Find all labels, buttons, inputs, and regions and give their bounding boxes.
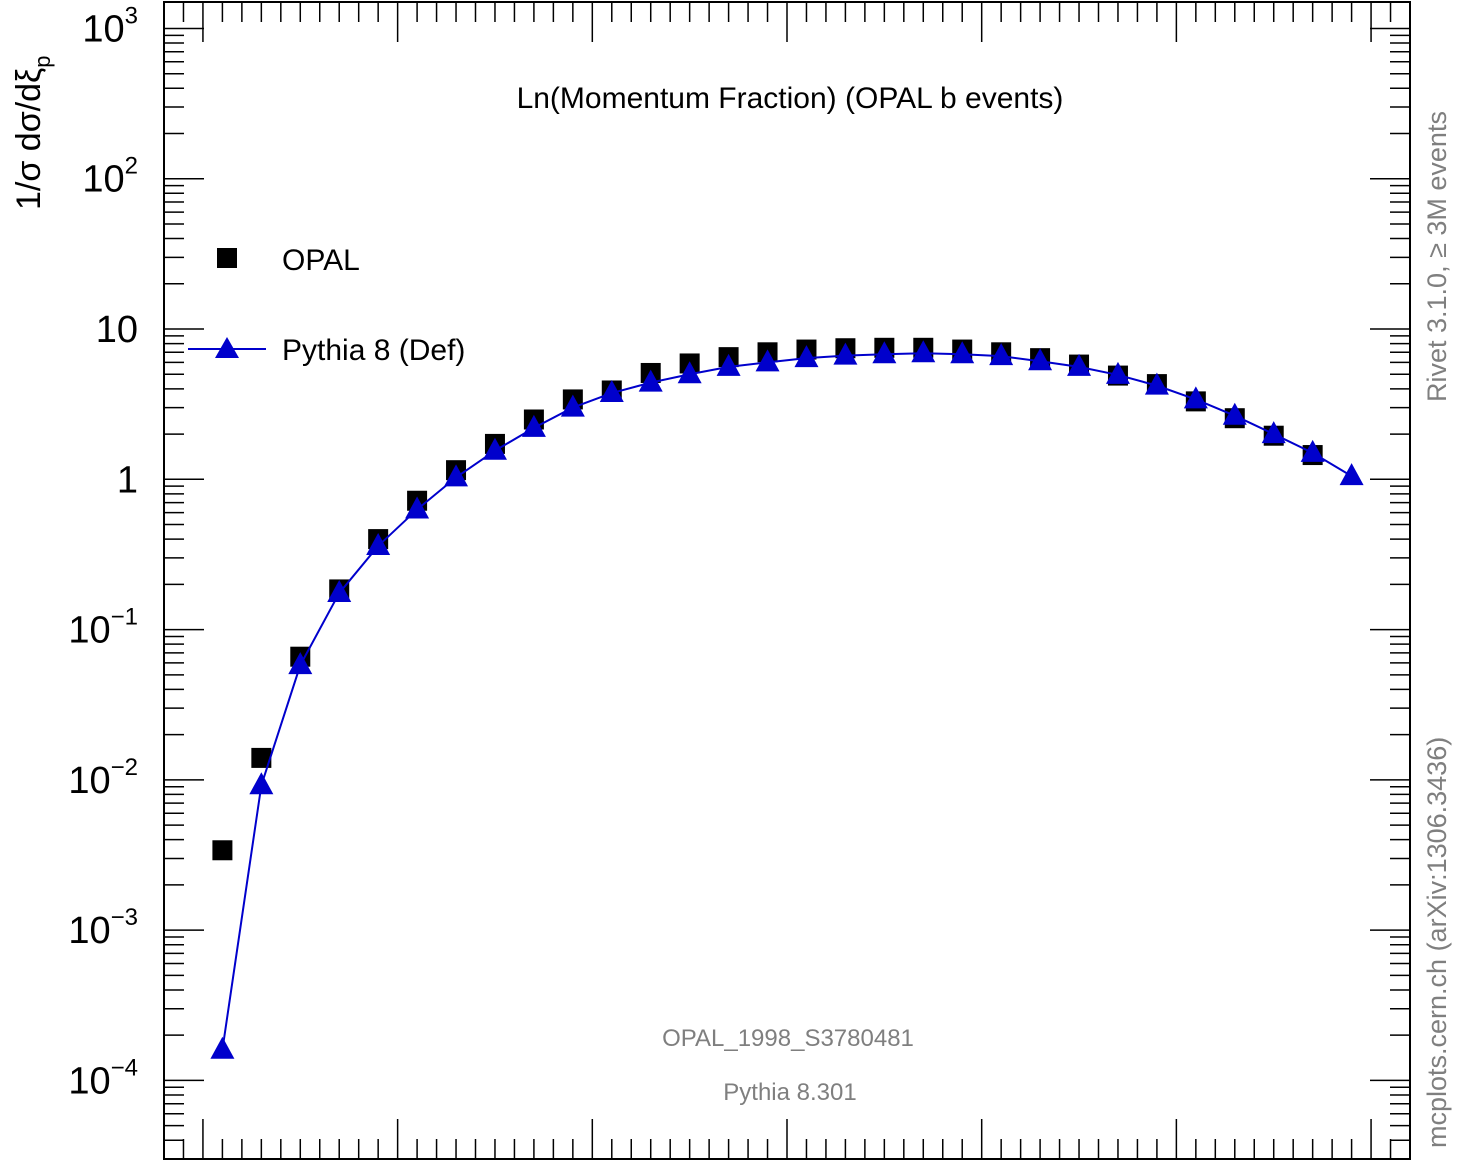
y-tick-label: 102 [82,153,138,201]
data-point-pythia [1300,439,1325,462]
generator-label: Pythia 8.301 [723,1079,856,1106]
data-point-pythia [1067,353,1092,376]
legend-marker-opal [217,248,237,268]
data-point-pythia [521,414,546,437]
rivet-version-label: Rivet 3.1.0, ≥ 3M events [1422,111,1452,402]
y-tick-label-exponent: 3 [125,2,138,29]
y-tick-label-base: 10 [68,1060,110,1102]
data-point-pythia [210,1036,235,1059]
analysis-id: OPAL_1998_S3780481 [662,1025,914,1052]
axis-ticks [163,2,1411,1160]
data-point-pythia [677,361,702,384]
y-tick-label-exponent: −1 [111,604,138,631]
data-point-pythia [444,464,469,487]
data-point-opal [251,747,272,768]
legend: OPAL Pythia 8 (Def) [188,244,465,367]
mcplots-credit-label: mcplots.cern.ch (arXiv:1306.3436) [1422,737,1452,1148]
data-point-pythia [755,349,780,372]
data-point-pythia [1222,402,1247,425]
y-tick-label: 10−3 [68,904,138,952]
y-tick-label: 103 [82,2,138,50]
y-tick-label-exponent: 2 [125,153,138,180]
data-point-pythia [249,772,274,795]
y-tick-label: 10 [96,309,138,351]
data-point-pythia [911,340,936,363]
chart-title: Ln(Momentum Fraction) (OPAL b events) [517,82,1064,115]
data-point-pythia [288,652,313,675]
y-axis-label-subscript: p [30,55,55,67]
y-tick-label-base: 10 [82,159,124,201]
data-point-pythia [716,353,741,376]
data-point-pythia [560,394,585,417]
series-layer [210,337,1364,1059]
y-tick-label: 10−1 [68,604,138,652]
data-point-pythia [1105,361,1130,384]
data-point-pythia [1183,386,1208,409]
data-point-pythia [1261,421,1286,444]
series-line-1 [221,352,1353,1050]
data-point-pythia [405,496,430,519]
data-point-pythia [833,342,858,365]
legend-marker-pythia [215,337,239,358]
data-point-pythia [1144,372,1169,395]
legend-label-pythia: Pythia 8 (Def) [282,334,465,367]
data-point-pythia [599,380,624,403]
data-point-pythia [638,369,663,392]
y-tick-label-exponent: −3 [111,904,138,931]
y-tick-label-base: 10 [82,8,124,50]
y-axis-label-main: 1/σ dσ/dξ [10,68,48,210]
data-point-pythia [872,341,897,364]
y-tick-label: 10−4 [68,1054,138,1102]
y-tick-label: 10−2 [68,754,138,802]
y-tick-label-exponent: −4 [111,1054,138,1081]
data-point-pythia [794,345,819,368]
data-point-pythia [950,341,975,364]
legend-label-opal: OPAL [282,244,360,277]
y-tick-label-base: 1 [117,459,138,501]
y-axis-label: 1/σ dσ/dξp [10,55,55,210]
y-tick-label: 1 [117,459,138,501]
data-point-pythia [327,580,352,603]
data-point-pythia [989,343,1014,366]
data-point-opal [212,840,233,861]
y-tick-label-base: 10 [68,610,110,652]
y-tick-label-base: 10 [68,760,110,802]
y-tick-label-base: 10 [68,910,110,952]
y-tick-label-base: 10 [96,309,138,351]
data-point-pythia [1028,348,1053,371]
plot-frame [163,1,1411,1160]
data-point-pythia [1339,463,1364,486]
data-point-pythia [482,437,507,460]
y-tick-label-exponent: −2 [111,754,138,781]
data-point-pythia [366,532,391,555]
